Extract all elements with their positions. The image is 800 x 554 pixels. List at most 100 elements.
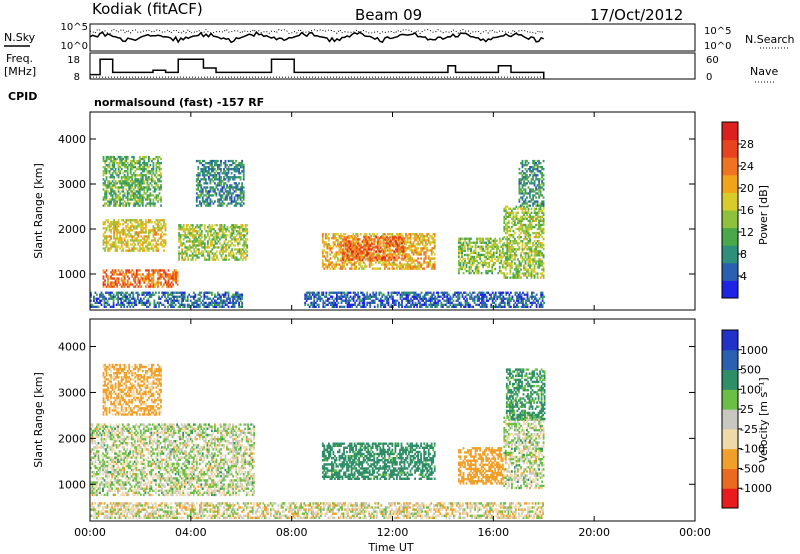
- power-cell-1183: [154, 196, 156, 199]
- power-cell-2682: [403, 267, 406, 270]
- power-cell-4969: [523, 305, 526, 308]
- power-cell-3284: [470, 255, 472, 259]
- power-cell-3971: [538, 266, 540, 269]
- power-cell-2427: [364, 265, 367, 268]
- power-cell-9: [104, 279, 106, 282]
- power-cell-4190: [533, 168, 536, 171]
- power-cell-572: [152, 247, 155, 250]
- power-cell-4864: [490, 295, 493, 298]
- power-cell-3698: [517, 236, 519, 239]
- power-cell-3845: [527, 225, 530, 229]
- power-cell-4324: [319, 295, 322, 298]
- power-cell-2289: [343, 261, 345, 264]
- power-cell-1756: [198, 184, 201, 187]
- power-cell-1519: [216, 234, 218, 237]
- power-cell-56: [117, 273, 120, 276]
- power-cell-1753: [198, 196, 201, 199]
- power-cell-1248: [178, 252, 180, 255]
- power-cell-2271: [340, 245, 342, 248]
- power-cell-4505: [378, 293, 381, 296]
- power-cell-4531: [387, 301, 390, 304]
- power-cell-77: [123, 275, 126, 278]
- power-cell-3541: [504, 205, 507, 208]
- power-cell-3557: [506, 238, 509, 241]
- power-cell-3590: [509, 270, 512, 273]
- power-cell-4970: [523, 303, 526, 306]
- power-cell-4896: [500, 305, 503, 308]
- power-cell-2967: [352, 250, 355, 253]
- power-cell-2711: [406, 253, 409, 256]
- power-cell-1444: [205, 230, 208, 233]
- power-cell-1300: [185, 254, 188, 257]
- power-cell-1368: [194, 254, 197, 257]
- power-cell-1513: [216, 254, 218, 257]
- power-cell-3167: [399, 248, 402, 251]
- power-cell-3394: [486, 253, 489, 257]
- power-cell-4094: [521, 164, 524, 167]
- power-cell-4263: [542, 188, 545, 191]
- power-cell-2741: [409, 237, 412, 240]
- power-cell-4631: [417, 295, 420, 298]
- power-cell-1658: [237, 226, 239, 229]
- power-cell-4497: [375, 297, 378, 300]
- power-cell-2154: [321, 251, 324, 254]
- power-cell-3741: [520, 217, 522, 221]
- power-cell-4076: [520, 182, 522, 185]
- power-cell-4869: [491, 297, 494, 300]
- power-cell-624: [160, 223, 162, 226]
- power-cell-2738: [409, 243, 412, 246]
- power-cell-1957: [221, 200, 224, 203]
- power-cell-1636: [234, 236, 236, 239]
- power-cell-1943: [220, 190, 222, 193]
- power-cell-1077: [141, 170, 144, 173]
- power-cell-2928: [343, 238, 346, 241]
- power-cell-869: [123, 192, 126, 195]
- power-cell-580: [152, 225, 155, 228]
- power-cell-1881: [212, 170, 215, 173]
- power-cell-1058: [140, 176, 143, 179]
- power-cell-4362: [333, 299, 335, 302]
- power-cell-3537: [504, 213, 507, 216]
- power-cell-1177: [152, 166, 155, 169]
- power-cell-2498: [376, 267, 379, 270]
- power-cell-3215: [461, 267, 463, 271]
- power-cell-2225: [334, 255, 336, 258]
- power-cell-2957: [349, 240, 352, 243]
- power-cell-3164: [398, 240, 400, 243]
- power-cell-4107: [523, 172, 525, 175]
- power-cell-1190: [154, 157, 156, 161]
- power-cell-1184: [154, 190, 156, 193]
- power-cell-3817: [526, 231, 528, 235]
- power-cell-754: [111, 168, 114, 171]
- power-cell-2309: [344, 233, 347, 236]
- power-cell-811: [117, 180, 120, 183]
- power-cell-4143: [529, 204, 531, 207]
- power-cell-3238: [464, 261, 466, 265]
- power-cell-1815: [204, 166, 207, 169]
- power-cell-4353: [331, 305, 334, 308]
- power-cell-965: [132, 196, 135, 199]
- power-cell-4233: [538, 159, 540, 163]
- power-cell-4358: [331, 291, 334, 294]
- power-cell-4622: [414, 293, 417, 296]
- power-cell-4344: [327, 297, 329, 300]
- power-cell-450: [132, 249, 135, 252]
- power-cell-4031: [541, 227, 543, 231]
- power-cell-1701: [243, 234, 246, 237]
- power-cell-3621: [511, 246, 513, 249]
- power-cell-3228: [462, 263, 465, 267]
- power-cell-4877: [494, 303, 497, 306]
- power-cell-2131: [241, 162, 243, 165]
- power-cell-3320: [476, 269, 478, 273]
- power-cell-1075: [141, 176, 144, 179]
- power-cell-2913: [433, 235, 436, 238]
- power-cell-748: [111, 186, 114, 189]
- power-cell-2853: [424, 239, 427, 242]
- power-cell-2857: [426, 261, 429, 264]
- power-cell-4679: [431, 295, 434, 298]
- power-cell-3165: [398, 238, 400, 241]
- power-cell-4249: [541, 200, 543, 203]
- power-cell-4484: [370, 301, 373, 304]
- power-cell-4389: [340, 293, 343, 296]
- power-cell-715: [108, 192, 111, 195]
